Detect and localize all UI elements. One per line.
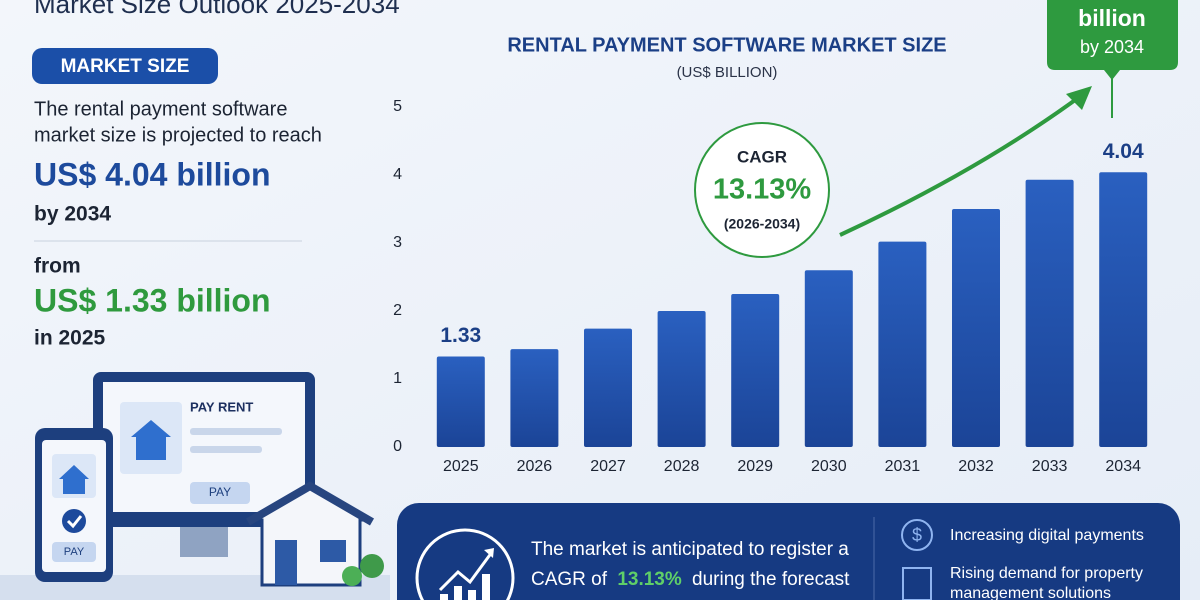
callout-line: by 2034 (1080, 37, 1144, 57)
callout-line: billion (1078, 5, 1146, 31)
screen-button (190, 482, 250, 504)
base-value: US$ 1.33 billion (34, 282, 271, 318)
screen-button-text: PAY (209, 485, 231, 499)
bottom-panel (397, 503, 1180, 600)
bush (360, 554, 384, 578)
summary-prefix: CAGR of (531, 569, 608, 590)
monitor-stand (180, 527, 228, 557)
house-roof (245, 481, 375, 526)
target-value: US$ 4.04 billion (34, 156, 271, 192)
growth-arrow-head (1066, 86, 1092, 110)
badge-text: MARKET SIZE (61, 56, 190, 77)
x-tick-label: 2031 (885, 458, 921, 475)
chart-icon-bar (482, 574, 490, 600)
badge (32, 48, 218, 84)
check-icon (62, 509, 86, 533)
from-label: from (34, 255, 81, 278)
x-tick-label: 2033 (1032, 458, 1068, 475)
chart-icon-bar (454, 586, 462, 600)
bar (510, 349, 559, 447)
summary-value: 13.13% (617, 569, 682, 590)
check-mark (66, 515, 83, 529)
phone-button-text: PAY (64, 546, 85, 558)
screen-line (190, 428, 282, 435)
cagr-period: (2026-2034) (724, 216, 800, 232)
y-tick-label: 5 (393, 98, 402, 115)
x-tick-label: 2029 (737, 458, 773, 475)
cagr-value: 13.13% (713, 174, 812, 206)
intro-text: The rental payment software (34, 98, 287, 120)
bar (657, 311, 706, 447)
driver-text: Rising demand for property (950, 565, 1143, 582)
dollar-icon (901, 519, 933, 551)
x-tick-label: 2028 (664, 458, 700, 475)
house-window (320, 540, 346, 562)
x-tick-label: 2030 (811, 458, 847, 475)
summary-suffix: during the forecast (692, 569, 850, 590)
chart-icon-ring (415, 528, 515, 600)
bush (342, 566, 362, 586)
cagr-label: CAGR (737, 147, 787, 166)
x-tick-label: 2032 (958, 458, 994, 475)
bar (731, 294, 780, 447)
phone-house-icon (59, 465, 89, 494)
target-year: by 2034 (34, 203, 111, 226)
screen-title: PAY RENT (190, 399, 253, 414)
summary-text: The market is anticipated to register a (531, 539, 849, 560)
chart-icon-arrow (484, 548, 494, 558)
driver-text: management solutions (950, 585, 1111, 600)
x-tick-label: 2034 (1105, 458, 1141, 475)
driver-text: Increasing digital payments (950, 527, 1144, 544)
x-tick-label: 2025 (443, 458, 479, 475)
value-label: 4.04 (1103, 140, 1144, 163)
bar (878, 241, 927, 447)
chart-icon-line (438, 551, 494, 592)
cagr-badge (694, 122, 830, 258)
y-tick-label: 0 (393, 438, 402, 455)
y-tick-label: 2 (393, 302, 402, 319)
intro-text: market size is projected to reach (34, 124, 322, 146)
screen-line (190, 446, 262, 453)
y-tick-label: 3 (393, 234, 402, 251)
bar-chart: 0 1 2 3 4 5 2025 1.33 2026 2027 2028 2029 2030 2031 20… (393, 98, 1148, 475)
chart-icon-bar (440, 594, 448, 600)
value-label: 1.33 (440, 324, 481, 347)
bar (1099, 172, 1148, 447)
illustration: PAY RENT PAY PAY (0, 372, 390, 600)
x-tick-label: 2027 (590, 458, 626, 475)
base-year: in 2025 (34, 327, 106, 350)
chart-subtitle: (US$ BILLION) (677, 64, 778, 81)
page-title: Market Size Outlook 2025-2034 (34, 0, 400, 19)
dollar-icon-glyph: $ (912, 525, 922, 545)
phone-button (52, 542, 96, 562)
house-icon (131, 420, 171, 460)
summary-text: CAGR of 13.13% during the forecast (531, 569, 850, 590)
bar (436, 356, 485, 447)
chart-icon-bar (468, 590, 476, 600)
growth-arrow (839, 93, 1084, 237)
callout-box (1047, 0, 1178, 80)
bar (952, 209, 1000, 447)
y-tick-label: 4 (393, 166, 402, 183)
bar (584, 328, 632, 447)
bar (804, 270, 853, 447)
y-tick-label: 1 (393, 370, 402, 387)
house-door (275, 540, 297, 585)
x-tick-label: 2026 (517, 458, 553, 475)
building-icon (902, 567, 932, 600)
chart-title: RENTAL PAYMENT SOFTWARE MARKET SIZE (507, 34, 946, 56)
bar (1025, 179, 1074, 447)
